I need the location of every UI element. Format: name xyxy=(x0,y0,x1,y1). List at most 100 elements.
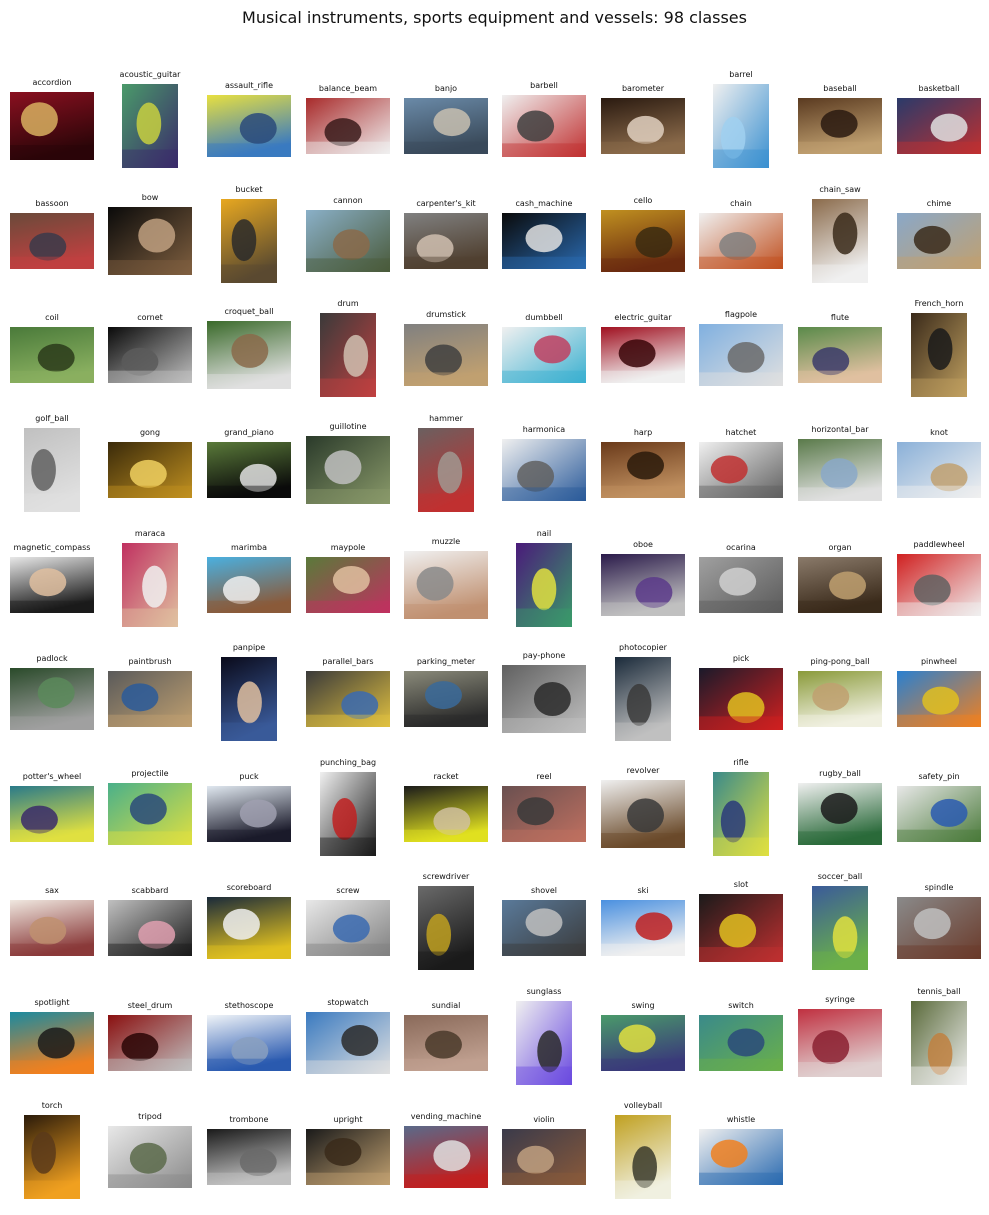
class-label: basketball xyxy=(918,84,960,93)
class-cell: puck xyxy=(207,758,305,872)
class-label: rugby_ball xyxy=(819,769,861,778)
class-label: punching_bag xyxy=(319,758,377,767)
class-thumbnail xyxy=(699,894,783,962)
class-thumbnail xyxy=(897,671,981,727)
class-cell: slot xyxy=(699,872,797,986)
class-thumbnail xyxy=(320,313,376,397)
class-cell: upright xyxy=(306,1101,404,1215)
class-cell: guillotine xyxy=(306,414,404,528)
class-thumbnail xyxy=(108,442,192,498)
class-label: hammer xyxy=(429,414,463,423)
class-thumbnail xyxy=(108,671,192,727)
class-label: rifle xyxy=(733,758,749,767)
class-thumbnail xyxy=(502,439,586,501)
class-cell: parking_meter xyxy=(404,643,502,757)
class-cell: sundial xyxy=(404,987,502,1101)
class-cell: magnetic_compass xyxy=(10,529,108,643)
class-cell: drum xyxy=(306,299,404,413)
class-cell: bassoon xyxy=(10,185,108,299)
class-label: banjo xyxy=(434,84,458,93)
class-label: sundial xyxy=(431,1001,461,1010)
class-cell: punching_bag xyxy=(306,758,404,872)
class-thumbnail xyxy=(601,780,685,848)
class-cell: marimba xyxy=(207,529,305,643)
class-thumbnail xyxy=(108,900,192,956)
class-cell: basketball xyxy=(897,70,989,184)
class-label: paintbrush xyxy=(128,657,172,666)
class-thumbnail xyxy=(798,671,882,727)
class-thumbnail xyxy=(207,442,291,498)
class-thumbnail xyxy=(221,199,277,283)
class-cell: parallel_bars xyxy=(306,643,404,757)
class-label: nail xyxy=(536,529,552,538)
class-cell: drumstick xyxy=(404,299,502,413)
class-cell: bow xyxy=(108,185,206,299)
class-thumbnail xyxy=(798,439,882,501)
class-label: maraca xyxy=(134,529,166,538)
class-thumbnail xyxy=(798,557,882,613)
class-label: harp xyxy=(633,428,653,437)
class-label: magnetic_compass xyxy=(13,543,91,552)
class-thumbnail xyxy=(502,327,586,383)
class-cell: reel xyxy=(502,758,600,872)
class-thumbnail xyxy=(713,772,769,856)
class-thumbnail xyxy=(601,210,685,272)
class-cell: photocopier xyxy=(601,643,699,757)
class-label: croquet_ball xyxy=(224,307,274,316)
class-thumbnail xyxy=(699,1015,783,1071)
class-cell: paintbrush xyxy=(108,643,206,757)
class-label: parallel_bars xyxy=(322,657,374,666)
class-cell: electric_guitar xyxy=(601,299,699,413)
class-cell: rugby_ball xyxy=(798,758,896,872)
class-label: ski xyxy=(637,886,649,895)
class-thumbnail xyxy=(502,665,586,733)
class-cell: cello xyxy=(601,185,699,299)
class-thumbnail xyxy=(207,557,291,613)
class-label: balance_beam xyxy=(318,84,378,93)
class-label: upright xyxy=(333,1115,363,1124)
class-thumbnail xyxy=(122,84,178,168)
class-cell: maypole xyxy=(306,529,404,643)
class-thumbnail xyxy=(10,213,94,269)
class-thumbnail xyxy=(207,95,291,157)
class-cell: maraca xyxy=(108,529,206,643)
class-cell: trombone xyxy=(207,1101,305,1215)
class-label: torch xyxy=(41,1101,63,1110)
class-label: cash_machine xyxy=(515,199,573,208)
class-cell: balance_beam xyxy=(306,70,404,184)
class-thumbnail xyxy=(404,1015,488,1071)
class-thumbnail xyxy=(108,783,192,845)
class-thumbnail xyxy=(798,1009,882,1077)
class-thumbnail xyxy=(897,213,981,269)
class-cell: swing xyxy=(601,987,699,1101)
class-label: guillotine xyxy=(329,422,367,431)
class-thumbnail xyxy=(306,436,390,504)
class-label: syringe xyxy=(825,995,855,1004)
class-thumbnail xyxy=(502,213,586,269)
class-label: muzzle xyxy=(431,537,461,546)
class-cell: rifle xyxy=(699,758,797,872)
class-label: paddlewheel xyxy=(913,540,965,549)
class-cell: coil xyxy=(10,299,108,413)
class-cell: hammer xyxy=(404,414,502,528)
class-thumbnail xyxy=(306,900,390,956)
class-cell: cannon xyxy=(306,185,404,299)
class-label: scabbard xyxy=(131,886,169,895)
class-label: revolver xyxy=(626,766,660,775)
class-label: carpenter's_kit xyxy=(416,199,476,208)
class-label: stethoscope xyxy=(224,1001,274,1010)
class-thumbnail xyxy=(615,1115,671,1199)
class-thumbnail xyxy=(320,772,376,856)
class-thumbnail xyxy=(897,786,981,842)
class-thumbnail xyxy=(108,1015,192,1071)
class-thumbnail xyxy=(911,1001,967,1085)
class-label: gong xyxy=(139,428,161,437)
class-thumbnail xyxy=(812,886,868,970)
class-thumbnail xyxy=(601,442,685,498)
class-label: shovel xyxy=(530,886,557,895)
class-label: switch xyxy=(728,1001,754,1010)
class-label: potter's_wheel xyxy=(22,772,82,781)
class-thumbnail xyxy=(10,900,94,956)
class-label: maypole xyxy=(330,543,366,552)
